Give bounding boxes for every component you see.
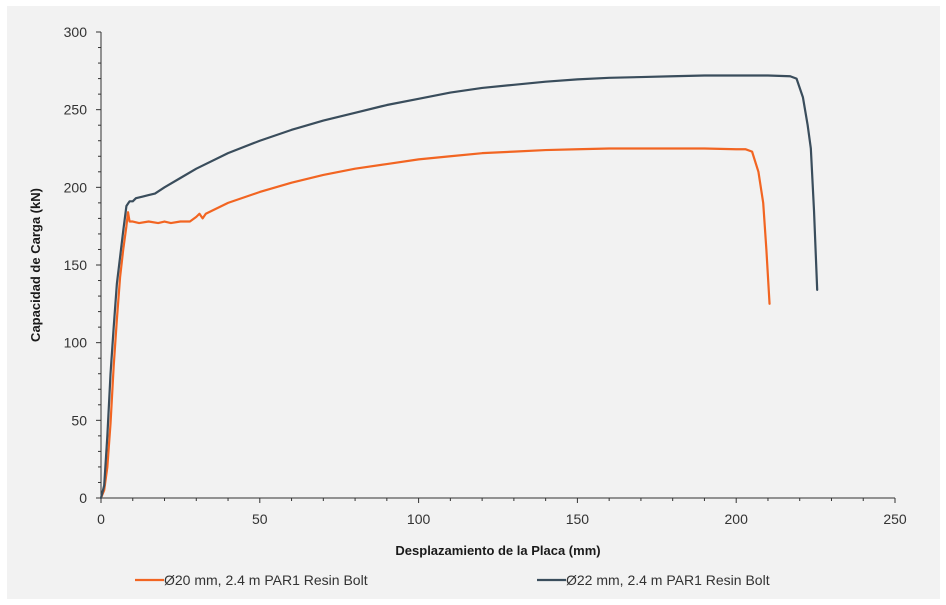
x-tick-label: 100 xyxy=(407,511,431,527)
legend-label-series-1: Ø20 mm, 2.4 m PAR1 Resin Bolt xyxy=(164,572,368,588)
line-chart: 0 50 100 150 200 250 0 50 100 150 200 250 300 Despl… xyxy=(7,6,940,599)
x-tick-label: 150 xyxy=(566,511,590,527)
y-tick-label: 200 xyxy=(64,179,88,195)
x-tick-label: 0 xyxy=(97,511,105,527)
axes xyxy=(101,32,895,498)
y-tick-label: 50 xyxy=(71,412,87,428)
x-ticks: 0 50 100 150 200 250 xyxy=(97,498,907,527)
y-tick-label: 150 xyxy=(64,257,88,273)
x-tick-label: 250 xyxy=(883,511,907,527)
y-tick-label: 0 xyxy=(79,490,87,506)
y-tick-label: 250 xyxy=(64,102,88,118)
x-tick-label: 50 xyxy=(252,511,268,527)
y-tick-label: 300 xyxy=(64,24,88,40)
legend-label-series-2: Ø22 mm, 2.4 m PAR1 Resin Bolt xyxy=(566,572,770,588)
y-ticks: 0 50 100 150 200 250 300 xyxy=(64,24,101,506)
x-axis-title: Desplazamiento de la Placa (mm) xyxy=(395,543,600,558)
y-tick-label: 100 xyxy=(64,335,88,351)
series-lines xyxy=(101,75,817,498)
y-axis-title: Capacidad de Carga (kN) xyxy=(28,188,43,342)
series-line-1 xyxy=(101,149,770,499)
series-line-2 xyxy=(101,75,817,498)
legend: Ø20 mm, 2.4 m PAR1 Resin Bolt Ø22 mm, 2.… xyxy=(135,572,770,588)
chart-container: 0 50 100 150 200 250 0 50 100 150 200 250 300 Despl… xyxy=(7,6,940,599)
x-tick-label: 200 xyxy=(725,511,749,527)
